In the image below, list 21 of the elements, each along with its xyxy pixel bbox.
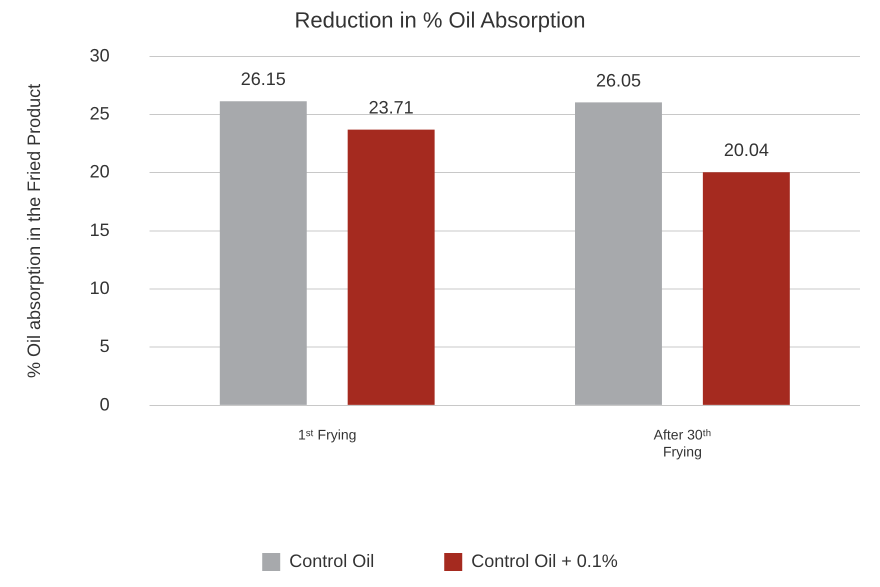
legend-label: Control Oil [289,550,374,571]
data-label: 26.05 [596,70,641,90]
bar [702,172,790,405]
chart-title: Reduction in % Oil Absorption [294,7,586,32]
y-tick-label: 30 [90,45,110,66]
x-tick-label: After 30ᵗʰ Frying [654,426,712,460]
y-tick-label: 10 [90,278,110,298]
x-tick-label: 1ˢᵗ Frying [298,426,356,443]
y-tick-label: 25 [90,104,110,124]
y-tick-label: 5 [100,336,110,356]
bar [220,101,307,405]
legend-label: Control Oil + 0.1% [471,550,618,571]
y-tick-label: 20 [90,162,110,182]
y-tick-label: 0 [100,394,110,414]
data-label: 23.71 [368,98,414,118]
bar [348,130,435,405]
bar [574,102,662,405]
y-axis-title: % Oil absorption in the Fried Product [24,84,44,378]
data-label: 20.04 [724,140,769,160]
y-tick-label: 15 [90,220,110,240]
data-label: 26.15 [240,69,286,90]
